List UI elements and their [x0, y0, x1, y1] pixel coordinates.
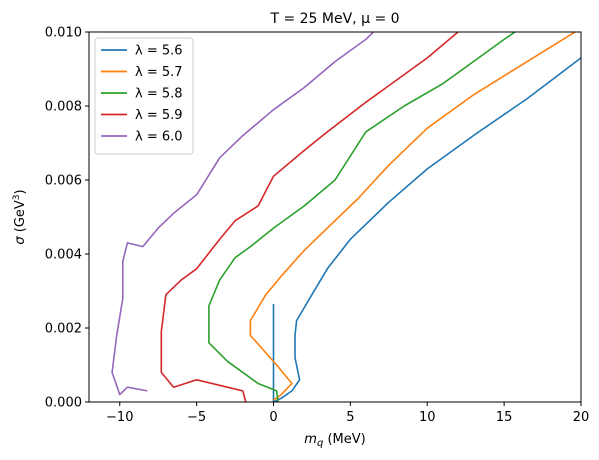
y-tick-label: 0.006 — [45, 174, 82, 189]
legend-frame — [94, 37, 194, 155]
x-tick-label: −5 — [187, 410, 206, 425]
x-tick-label: 20 — [573, 410, 590, 425]
y-tick-label: 0.000 — [45, 396, 82, 411]
series-line-1 — [272, 57, 581, 402]
series-group — [111, 32, 581, 402]
y-tick-label: 0.002 — [45, 322, 82, 337]
legend-label: λ = 5.7 — [135, 65, 183, 80]
y-tick-label: 0.004 — [45, 248, 82, 263]
y-tick-label: 0.010 — [45, 26, 82, 41]
legend-label: λ = 5.8 — [135, 87, 183, 102]
legend-label: λ = 5.9 — [135, 108, 183, 123]
x-axis-ticks: −10 −5 0 5 10 15 20 — [106, 402, 589, 425]
legend: λ = 5.6 λ = 5.7 λ = 5.8 λ = 5.9 λ = 6.0 — [94, 37, 194, 155]
series-line-3 — [208, 32, 516, 402]
legend-label: λ = 5.6 — [135, 44, 183, 59]
chart-title: T = 25 MeV, μ = 0 — [269, 11, 399, 27]
x-axis-label: mq (MeV) — [304, 432, 365, 449]
x-tick-label: −10 — [106, 410, 133, 425]
y-axis-label: σ (GeV3) — [12, 189, 28, 244]
x-tick-label: 0 — [269, 410, 277, 425]
series-line-5 — [111, 32, 374, 396]
plot-area — [88, 31, 582, 403]
y-tick-label: 0.008 — [45, 100, 82, 115]
series-line-4 — [160, 32, 459, 402]
plot-frame — [88, 31, 582, 403]
series-line-2 — [249, 32, 577, 401]
x-tick-label: 5 — [346, 410, 354, 425]
legend-label: λ = 6.0 — [135, 130, 183, 145]
x-tick-label: 15 — [496, 410, 513, 425]
x-tick-label: 10 — [419, 410, 436, 425]
y-axis-ticks: 0.000 0.002 0.004 0.006 0.008 0.010 — [45, 26, 89, 411]
